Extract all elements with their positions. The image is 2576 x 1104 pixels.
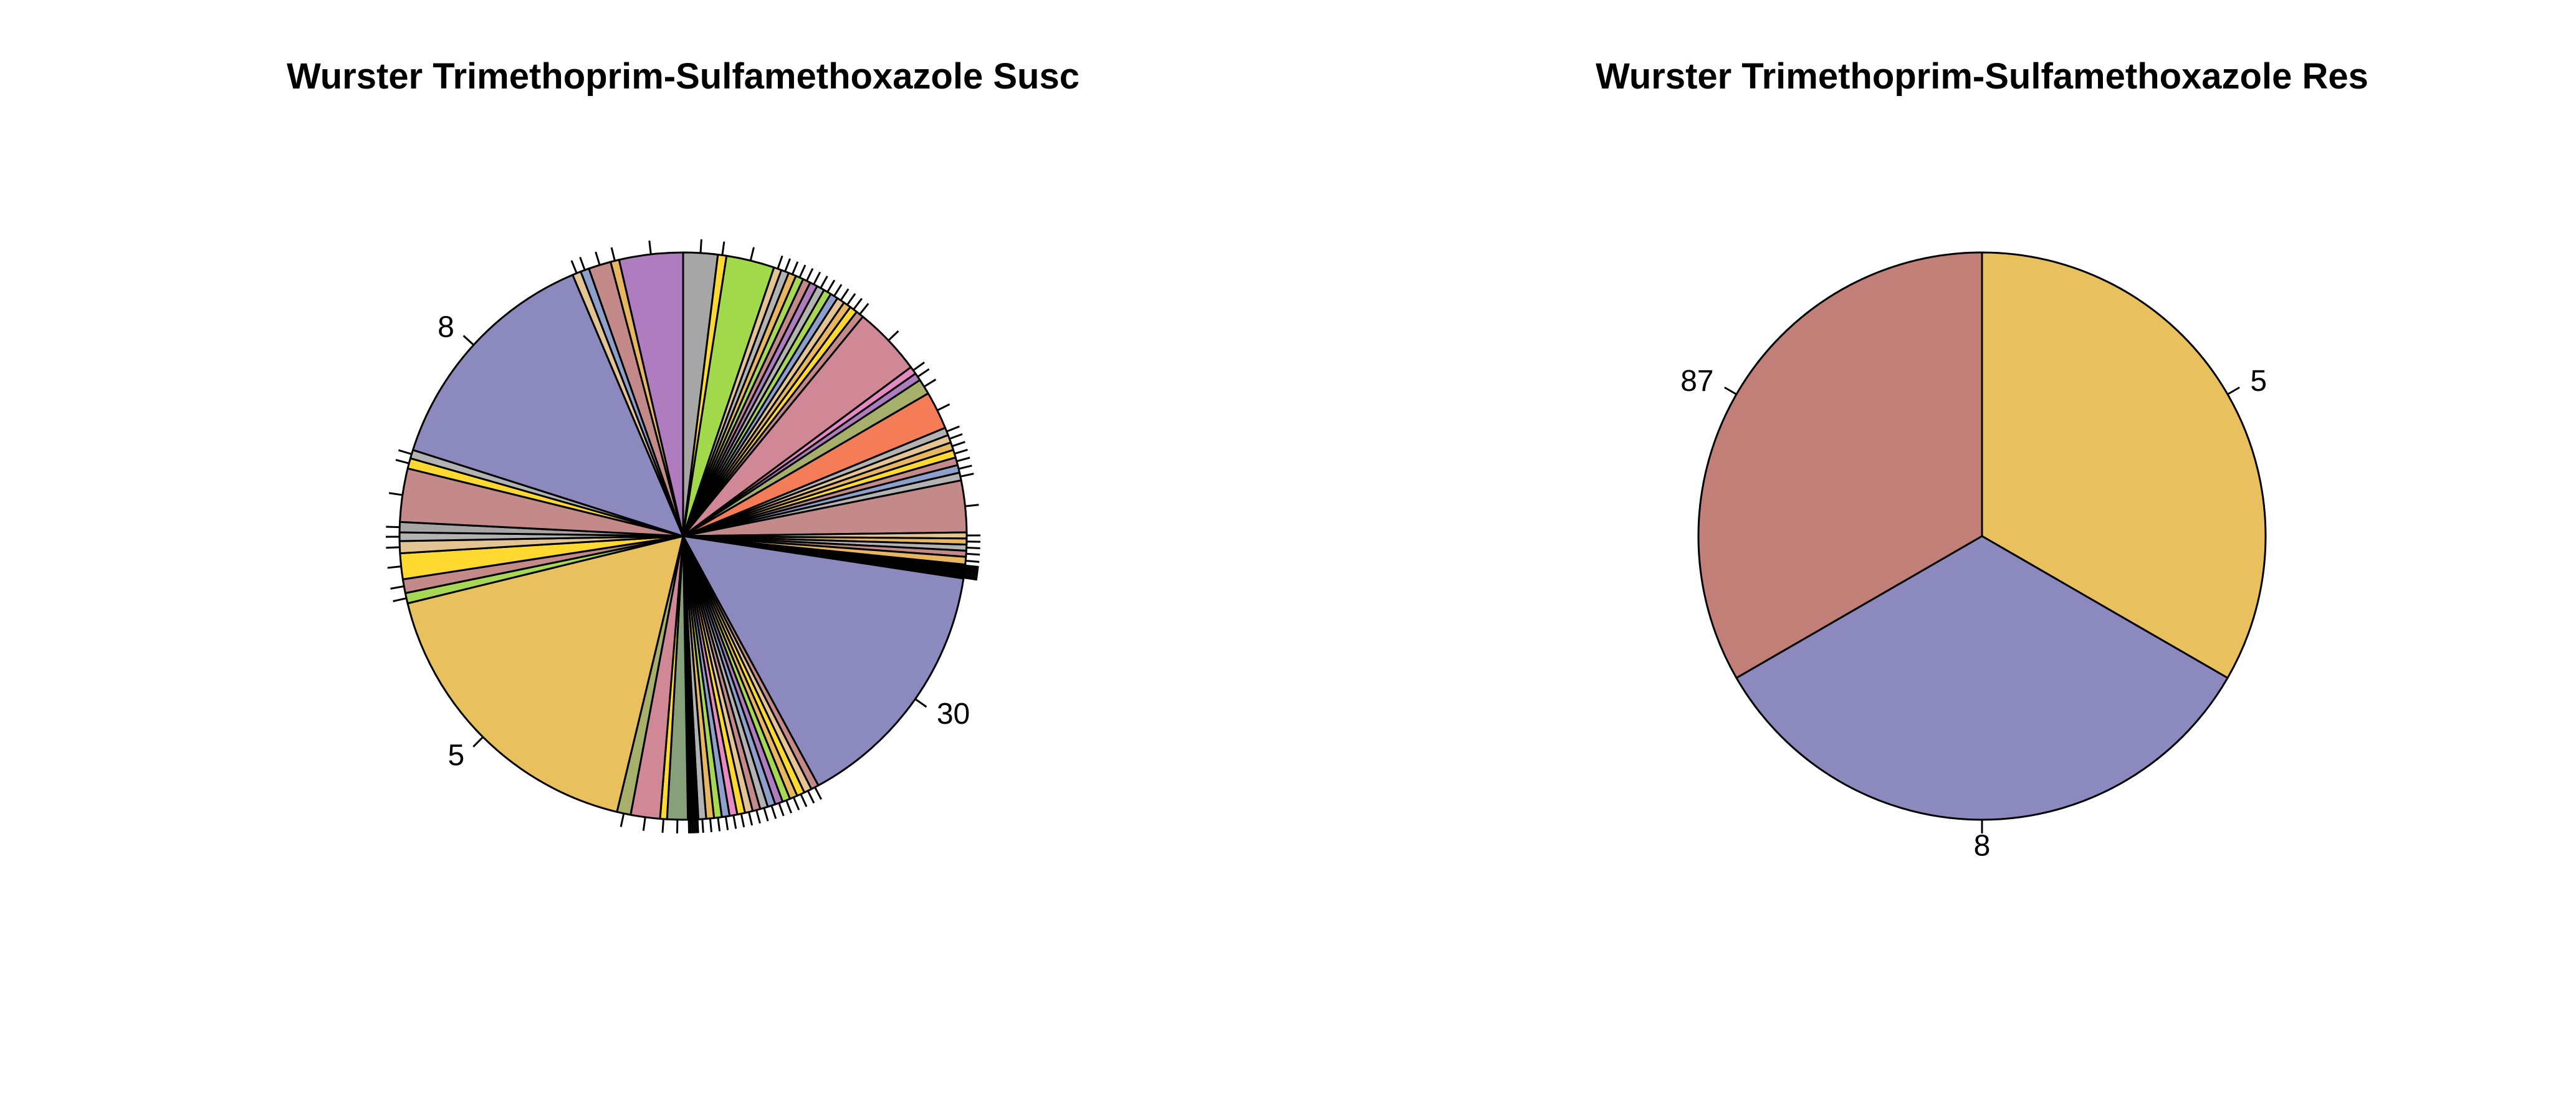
- pie-tick-0-57: [709, 818, 712, 832]
- pie-tick-0-73: [386, 546, 400, 549]
- pie-slice-label-1-1: 8: [1974, 830, 1991, 863]
- pie-tick-0-40: [964, 575, 978, 579]
- pie-tick-0-27: [960, 473, 974, 478]
- pie-tick-0-9: [820, 276, 828, 289]
- pie-tick-0-62: [691, 819, 694, 833]
- pie-tick-0-67: [642, 817, 646, 831]
- pie-tick-0-41: [963, 577, 978, 581]
- pie-slice-1-1: [1735, 535, 2229, 821]
- slices-susc: 30 5 8: [385, 239, 981, 833]
- pie-tick-0-26: [958, 464, 972, 470]
- pie-tick-0-11: [833, 284, 843, 297]
- pie-tick-0-38: [964, 571, 979, 575]
- pie-tick-0-34: [965, 564, 979, 568]
- pie-tick-0-22: [949, 433, 963, 440]
- pie-tick-0-7: [805, 268, 814, 282]
- pie-tick-0-69: [472, 736, 484, 747]
- pie-tick-0-20: [937, 403, 950, 411]
- pie-tick-0-8: [813, 271, 821, 285]
- pie-tick-0-10: [826, 279, 836, 293]
- pie-tick-0-83: [610, 247, 616, 261]
- pie-tick-0-19: [923, 378, 937, 388]
- pie-tick-0-35: [965, 566, 979, 570]
- pie-tick-0-24: [954, 448, 968, 455]
- slices-res: 5 8 87: [1680, 251, 2267, 863]
- pie-tick-0-58: [701, 818, 704, 833]
- pie-slice-1-0: [1981, 251, 2267, 679]
- pie-tick-0-13: [846, 293, 856, 305]
- pie-tick-0-46: [792, 797, 800, 810]
- pie-tick-0-84: [648, 240, 652, 255]
- pie-tick-0-3: [777, 255, 783, 269]
- pie-chart-res: Wurster Trimethoprim-Sulfamethoxazole Re…: [1596, 56, 2368, 863]
- pie-tick-0-72: [387, 565, 401, 569]
- pie-tick-0-39: [964, 573, 978, 577]
- pie-slice-0-69: [406, 535, 684, 813]
- pie-tick-0-79: [462, 335, 474, 346]
- pie-tick-0-70: [393, 597, 407, 602]
- pie-tick-0-43: [814, 787, 822, 800]
- pie-slice-label-0-42: 30: [937, 698, 970, 731]
- pie-tick-0-59: [696, 819, 699, 833]
- pie-tick-0-82: [595, 251, 601, 266]
- pie-tick-0-68: [620, 813, 625, 827]
- pie-tick-0-45: [800, 794, 808, 807]
- pie-tick-0-47: [785, 800, 792, 814]
- pie-tick-0-49: [770, 805, 777, 819]
- pie-tick-0-66: [661, 818, 665, 833]
- pie-tick-0-53: [740, 814, 745, 828]
- pie-tick-0-81: [579, 257, 586, 271]
- pie-tick-0-18: [917, 368, 930, 378]
- pie-tick-0-4: [784, 258, 791, 272]
- pie-tick-0-1: [721, 241, 725, 256]
- pie-tick-0-54: [732, 815, 737, 829]
- pie-tick-0-56: [717, 817, 721, 832]
- pie-slice-0-79: [412, 274, 684, 537]
- pie-tick-0-12: [840, 288, 850, 301]
- pie-slice-1-2: [1697, 251, 1983, 679]
- pie-tick-0-37: [964, 570, 979, 574]
- pie-tick-0-78: [398, 449, 412, 455]
- pie-tick-0-31: [966, 547, 980, 549]
- pie-tick-0-14: [853, 297, 863, 310]
- chart-title-res: Wurster Trimethoprim-Sulfamethoxazole Re…: [1596, 56, 2368, 97]
- pie-tick-0-6: [798, 264, 807, 278]
- pie-tick-0-23: [952, 441, 965, 448]
- pie-slice-label-0-69: 5: [448, 739, 465, 772]
- pie-tick-0-55: [724, 816, 729, 830]
- pie-tick-0-28: [965, 504, 979, 507]
- pie-tick-0-25: [956, 456, 970, 463]
- chart-title-susc: Wurster Trimethoprim-Sulfamethoxazole Su…: [287, 56, 1080, 97]
- pie-chart-susc: Wurster Trimethoprim-Sulfamethoxazole Su…: [287, 56, 1080, 833]
- pie-tick-0-76: [388, 492, 403, 496]
- pie-tick-0-5: [791, 261, 799, 275]
- pie-tick-0-80: [570, 260, 578, 274]
- pie-tick-1-2: [1724, 386, 1737, 395]
- pie-tick-0-2: [749, 247, 755, 261]
- pie-tick-0-61: [693, 819, 696, 833]
- pie-tick-0-36: [964, 568, 979, 572]
- pie-tick-0-52: [748, 812, 754, 826]
- pie-tick-0-44: [807, 790, 815, 804]
- pie-slice-label-1-2: 87: [1680, 365, 1713, 398]
- pie-tick-1-0: [2227, 386, 2240, 395]
- pie-tick-0-51: [755, 810, 761, 824]
- pie-tick-0-50: [763, 807, 769, 822]
- pie-tick-0-71: [390, 585, 405, 590]
- pie-tick-0-17: [912, 362, 925, 372]
- pie-tick-0-33: [965, 560, 980, 563]
- pie-slice-label-1-0: 5: [2250, 365, 2267, 398]
- pie-slice-label-0-79: 8: [438, 311, 454, 344]
- pie-tick-0-42: [914, 698, 927, 708]
- pie-tick-0-77: [395, 459, 409, 464]
- pie-tick-0-15: [859, 302, 869, 315]
- pie-tick-0-21: [946, 425, 960, 433]
- pie-tick-0-48: [778, 802, 785, 817]
- pie-tick-0-16: [888, 330, 899, 342]
